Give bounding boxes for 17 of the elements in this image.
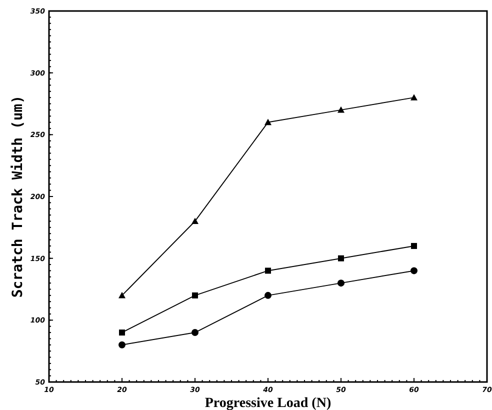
point <box>192 292 198 298</box>
point <box>338 255 344 262</box>
point <box>338 106 344 113</box>
point <box>192 329 198 336</box>
point <box>118 341 126 348</box>
point <box>264 292 272 299</box>
point <box>338 280 344 287</box>
point <box>118 292 126 298</box>
y-axis-title: Scratch Track Width (um) <box>10 95 26 298</box>
point <box>410 267 418 274</box>
point <box>265 268 271 274</box>
point <box>411 242 417 249</box>
x-axis-title: Progressive Load (N) <box>204 396 332 410</box>
point <box>192 218 198 224</box>
point <box>119 330 125 336</box>
point <box>410 94 418 100</box>
point <box>264 118 272 126</box>
